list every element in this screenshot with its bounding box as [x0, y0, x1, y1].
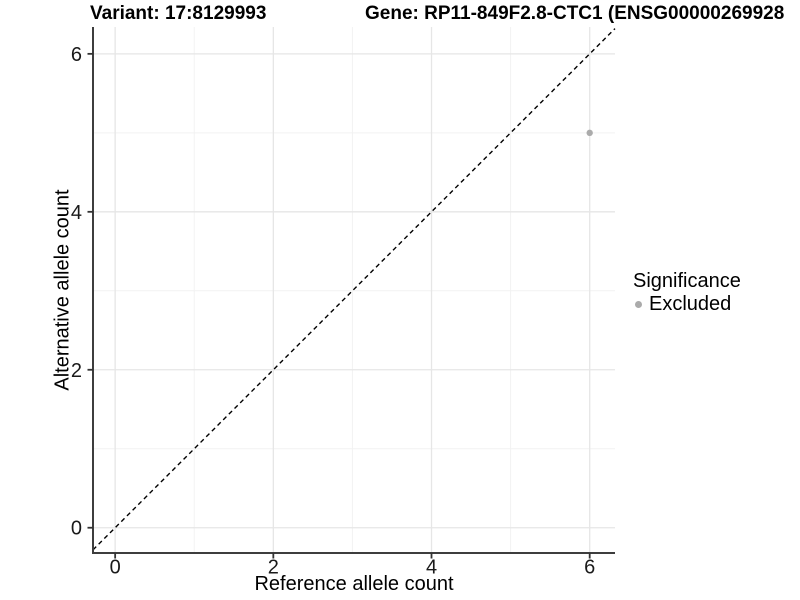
x-tick-label: 4: [426, 557, 437, 579]
identity-line: [92, 28, 616, 551]
y-tick-label: 2: [71, 360, 82, 382]
y-tick-label: 0: [71, 518, 82, 540]
x-axis-title: Reference allele count: [254, 573, 454, 595]
plot-title-gene: Gene: RP11-849F2.8-CTC1 (ENSG00000269928: [365, 3, 785, 24]
y-axis-title: Alternative allele count: [51, 189, 74, 391]
legend-title: Significance: [633, 270, 741, 292]
legend-entry: Excluded: [631, 293, 741, 316]
data-point-excluded: [586, 129, 593, 137]
legend: Significance Excluded: [631, 270, 741, 316]
y-tick-label: 6: [71, 44, 82, 66]
y-tick-label: 4: [71, 202, 82, 224]
x-tick-label: 6: [584, 557, 595, 579]
plot-title-variant: Variant: 17:8129993: [90, 3, 267, 24]
x-tick-label: 2: [268, 557, 279, 579]
legend-point-icon: [635, 301, 642, 308]
x-tick-label: 0: [110, 557, 121, 579]
legend-entry-label: Excluded: [649, 293, 732, 315]
